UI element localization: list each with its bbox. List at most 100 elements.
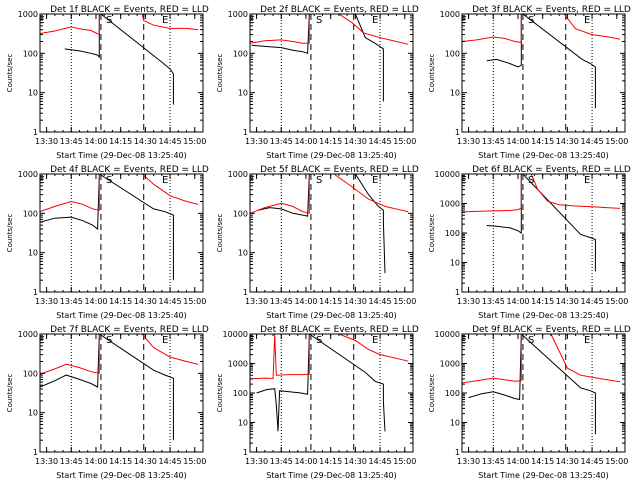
y-tick-label: 10000 <box>435 330 460 339</box>
x-axis-label: Start Time (29-Dec-08 13:25:40) <box>266 151 397 160</box>
series-line-events <box>251 14 384 102</box>
y-tick-label: 10000 <box>435 170 460 179</box>
y-tick-label: 1000 <box>18 10 38 19</box>
y-tick-label: 10 <box>238 249 248 258</box>
x-tick-label: 13:45 <box>482 297 505 306</box>
marker-e: E <box>162 175 168 186</box>
y-tick-label: 1000 <box>228 10 248 19</box>
x-tick-label: 14:45 <box>581 457 604 466</box>
y-tick-label: 100 <box>23 369 38 378</box>
x-tick-label: 15:00 <box>605 297 628 306</box>
y-tick-label: 1 <box>243 128 248 137</box>
marker-s: S <box>528 335 534 346</box>
y-tick-label: 100 <box>445 49 460 58</box>
x-axis-label: Start Time (29-Dec-08 13:25:40) <box>266 471 397 480</box>
marker-e: E <box>372 335 378 346</box>
panel-title: Det 1f BLACK = Events, RED = LLD <box>50 5 209 15</box>
x-tick-label: 14:30 <box>556 457 579 466</box>
plot-frame <box>39 333 204 453</box>
x-tick-label: 13:45 <box>270 297 293 306</box>
plot-frame <box>249 173 414 293</box>
series-line-lld <box>250 174 409 214</box>
y-axis-label: Counts/sec <box>428 54 436 93</box>
plot-frame <box>461 173 626 293</box>
marker-s: S <box>106 335 112 346</box>
x-tick-label: 14:45 <box>159 137 182 146</box>
x-axis-label: Start Time (29-Dec-08 13:25:40) <box>56 151 187 160</box>
y-axis-label: Counts/sec <box>6 214 14 253</box>
y-tick-label: 10 <box>28 249 38 258</box>
series-line-lld <box>40 174 199 213</box>
panel-title: Det 6f BLACK = Events, RED = LLD <box>472 165 631 175</box>
series-line-lld <box>40 14 199 36</box>
x-tick-label: 13:30 <box>245 457 268 466</box>
y-axis-label: Counts/sec <box>6 374 14 413</box>
x-tick-label: 14:30 <box>344 457 367 466</box>
plot-frame <box>39 13 204 133</box>
y-tick-label: 100 <box>445 229 460 238</box>
marker-e: E <box>248 15 254 26</box>
panel-det-9: Det 9f BLACK = Events, RED = LLD Counts/s… <box>428 325 631 480</box>
x-tick-label: 14:15 <box>531 457 554 466</box>
x-tick-label: 14:30 <box>134 457 157 466</box>
x-tick-label: 13:45 <box>482 137 505 146</box>
series-line-lld <box>462 334 621 384</box>
panel-det-3: Det 3f BLACK = Events, RED = LLD Counts/s… <box>428 5 631 160</box>
y-tick-label: 1000 <box>18 330 38 339</box>
y-tick-label: 10 <box>450 89 460 98</box>
x-tick-label: 14:30 <box>134 297 157 306</box>
marker-e: E <box>38 175 44 186</box>
x-tick-label: 13:30 <box>457 297 480 306</box>
y-tick-label: 1000 <box>18 170 38 179</box>
x-tick-label: 14:30 <box>344 137 367 146</box>
y-tick-label: 1 <box>455 288 460 297</box>
marker-e: E <box>248 335 254 346</box>
panel-title: Det 7f BLACK = Events, RED = LLD <box>50 325 209 335</box>
y-tick-label: 1000 <box>440 200 460 209</box>
x-tick-label: 14:45 <box>581 137 604 146</box>
panel-det-4: Det 4f BLACK = Events, RED = LLD Counts/s… <box>6 165 209 320</box>
y-tick-label: 10 <box>28 89 38 98</box>
series-line-events <box>486 174 596 272</box>
x-tick-label: 15:00 <box>605 457 628 466</box>
x-tick-label: 14:00 <box>506 297 529 306</box>
panel-title: Det 4f BLACK = Events, RED = LLD <box>50 165 209 175</box>
panel-det-8: Det 8f BLACK = Events, RED = LLD Counts/s… <box>216 325 419 480</box>
x-tick-label: 14:15 <box>319 137 342 146</box>
panel-title: Det 8f BLACK = Events, RED = LLD <box>260 325 419 335</box>
y-tick-label: 10 <box>238 419 248 428</box>
x-tick-label: 14:45 <box>369 137 392 146</box>
x-axis-label: Start Time (29-Dec-08 13:25:40) <box>56 471 187 480</box>
y-tick-label: 1000 <box>440 360 460 369</box>
x-tick-label: 13:30 <box>35 297 58 306</box>
y-tick-label: 1000 <box>228 360 248 369</box>
x-tick-label: 13:30 <box>457 137 480 146</box>
series-line-events <box>256 334 386 432</box>
y-tick-label: 100 <box>233 49 248 58</box>
marker-e: E <box>162 335 168 346</box>
x-tick-label: 13:45 <box>60 297 83 306</box>
x-axis-label: Start Time (29-Dec-08 13:25:40) <box>478 471 609 480</box>
x-tick-label: 14:30 <box>556 137 579 146</box>
series-line-lld <box>462 14 621 43</box>
y-tick-label: 10 <box>450 259 460 268</box>
x-tick-label: 14:15 <box>319 297 342 306</box>
y-tick-label: 1000 <box>440 10 460 19</box>
y-tick-label: 10 <box>450 419 460 428</box>
y-tick-label: 100 <box>445 389 460 398</box>
x-tick-label: 14:45 <box>159 297 182 306</box>
marker-s: S <box>528 15 534 26</box>
x-tick-label: 14:45 <box>369 297 392 306</box>
x-axis-label: Start Time (29-Dec-08 13:25:40) <box>56 311 187 320</box>
series-line-events <box>468 334 596 435</box>
marker-e: E <box>584 175 590 186</box>
y-tick-label: 1 <box>33 288 38 297</box>
y-tick-label: 100 <box>23 49 38 58</box>
x-tick-label: 15:00 <box>393 137 416 146</box>
x-tick-label: 13:45 <box>60 137 83 146</box>
y-tick-label: 100 <box>233 389 248 398</box>
y-tick-label: 100 <box>233 209 248 218</box>
y-axis-label: Counts/sec <box>428 374 436 413</box>
x-tick-label: 14:00 <box>294 457 317 466</box>
